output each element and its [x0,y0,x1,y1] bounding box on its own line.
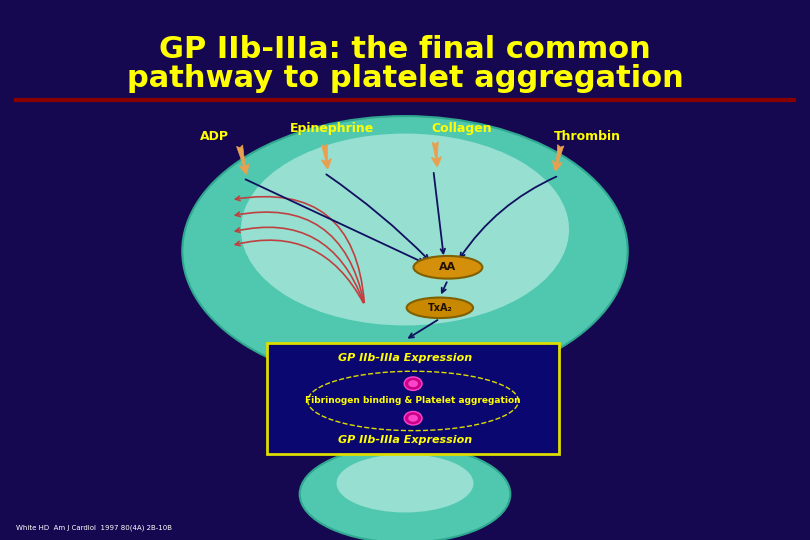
Text: GP IIb-IIIa: the final common: GP IIb-IIIa: the final common [159,35,651,64]
Ellipse shape [300,446,510,540]
Text: AA: AA [439,262,457,272]
Text: Collagen: Collagen [432,122,492,135]
Text: pathway to platelet aggregation: pathway to platelet aggregation [126,64,684,93]
Ellipse shape [408,415,418,422]
Ellipse shape [414,256,483,279]
Text: TxA₂: TxA₂ [428,303,452,313]
FancyBboxPatch shape [267,343,559,454]
Ellipse shape [407,298,473,318]
Text: White HD  Am J Cardiol  1997 80(4A) 2B-10B: White HD Am J Cardiol 1997 80(4A) 2B-10B [16,525,173,531]
Text: Thrombin: Thrombin [554,130,620,143]
Ellipse shape [408,380,418,387]
Ellipse shape [241,133,569,326]
Text: GP IIb-IIIa Expression: GP IIb-IIIa Expression [338,353,472,363]
Text: ADP: ADP [200,130,229,143]
Ellipse shape [337,454,473,512]
Text: Fibrinogen binding & Platelet aggregation: Fibrinogen binding & Platelet aggregatio… [305,396,521,406]
Text: GP IIb-IIIa Expression: GP IIb-IIIa Expression [338,435,472,445]
Ellipse shape [182,116,628,386]
Ellipse shape [404,411,422,425]
Text: Epinephrine: Epinephrine [290,122,374,135]
Ellipse shape [404,377,422,390]
